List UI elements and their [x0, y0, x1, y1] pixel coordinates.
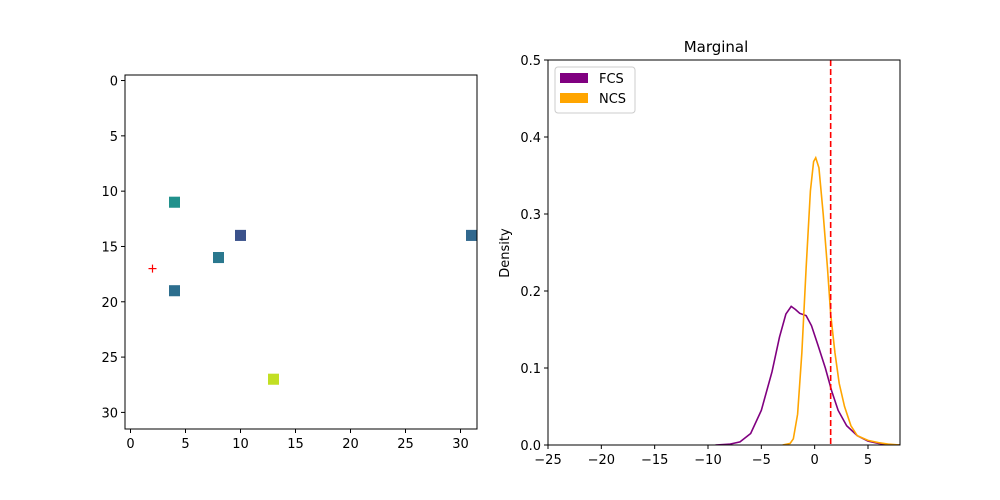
y-tick-label: 30: [101, 406, 118, 421]
x-tick-label: 10: [232, 437, 249, 452]
heatmap-cell: [169, 285, 180, 297]
legend-swatch-fcs: [560, 73, 588, 83]
legend-label-ncs: NCS: [599, 92, 626, 107]
legend-swatch-ncs: [560, 93, 588, 103]
x-tick-label: −10: [694, 453, 721, 468]
series-line-fcs: [715, 305, 900, 445]
y-tick-label: 15: [101, 240, 118, 255]
x-tick-label: 0: [126, 437, 134, 452]
heatmap-cell: [268, 373, 279, 385]
y-tick-label: 0.5: [520, 54, 541, 69]
legend: FCS NCS: [554, 66, 636, 114]
y-tick-label: 25: [101, 351, 118, 366]
y-tick-label: 0.0: [520, 439, 541, 454]
legend-label-fcs: FCS: [599, 72, 624, 87]
heatmap-cell: [213, 252, 224, 264]
x-tick-label: 25: [397, 437, 414, 452]
y-tick-label: 20: [101, 296, 118, 311]
density-frame: [547, 59, 901, 446]
x-tick-label: 0: [811, 453, 819, 468]
y-tick-label: 0.1: [520, 362, 541, 377]
x-tick-label: 15: [287, 437, 304, 452]
x-tick-label: 5: [181, 437, 189, 452]
y-tick-label: 5: [110, 130, 118, 145]
heatmap-panel: 0 5 10 15 20 25 30 0 5 10 15 20 25 30: [101, 74, 478, 452]
chart-title: Marginal: [684, 38, 749, 56]
heatmap-cell: [235, 229, 246, 241]
x-tick-label: −20: [588, 453, 615, 468]
y-tick-label: 0.2: [520, 285, 541, 300]
series-line-ncs: [782, 155, 900, 445]
x-tick-label: −15: [641, 453, 668, 468]
heatmap-cell: [466, 229, 477, 241]
x-tick-label: 5: [864, 453, 872, 468]
heatmap-cell: [169, 196, 180, 208]
x-tick-label: 30: [452, 437, 469, 452]
x-tick-label: −25: [534, 453, 561, 468]
y-tick-label: 0.3: [520, 208, 541, 223]
y-tick-label: 10: [101, 185, 118, 200]
y-tick-label: 0.4: [520, 131, 541, 146]
y-tick-label: 0: [110, 75, 118, 90]
y-axis-label: Density: [498, 228, 513, 278]
density-panel: Marginal Density −25 −20 −15 −10 −5 0 5 0.0 0.1 0…: [498, 38, 901, 468]
heatmap-frame: [124, 74, 478, 430]
x-tick-label: 20: [342, 437, 359, 452]
x-tick-label: −5: [752, 453, 771, 468]
